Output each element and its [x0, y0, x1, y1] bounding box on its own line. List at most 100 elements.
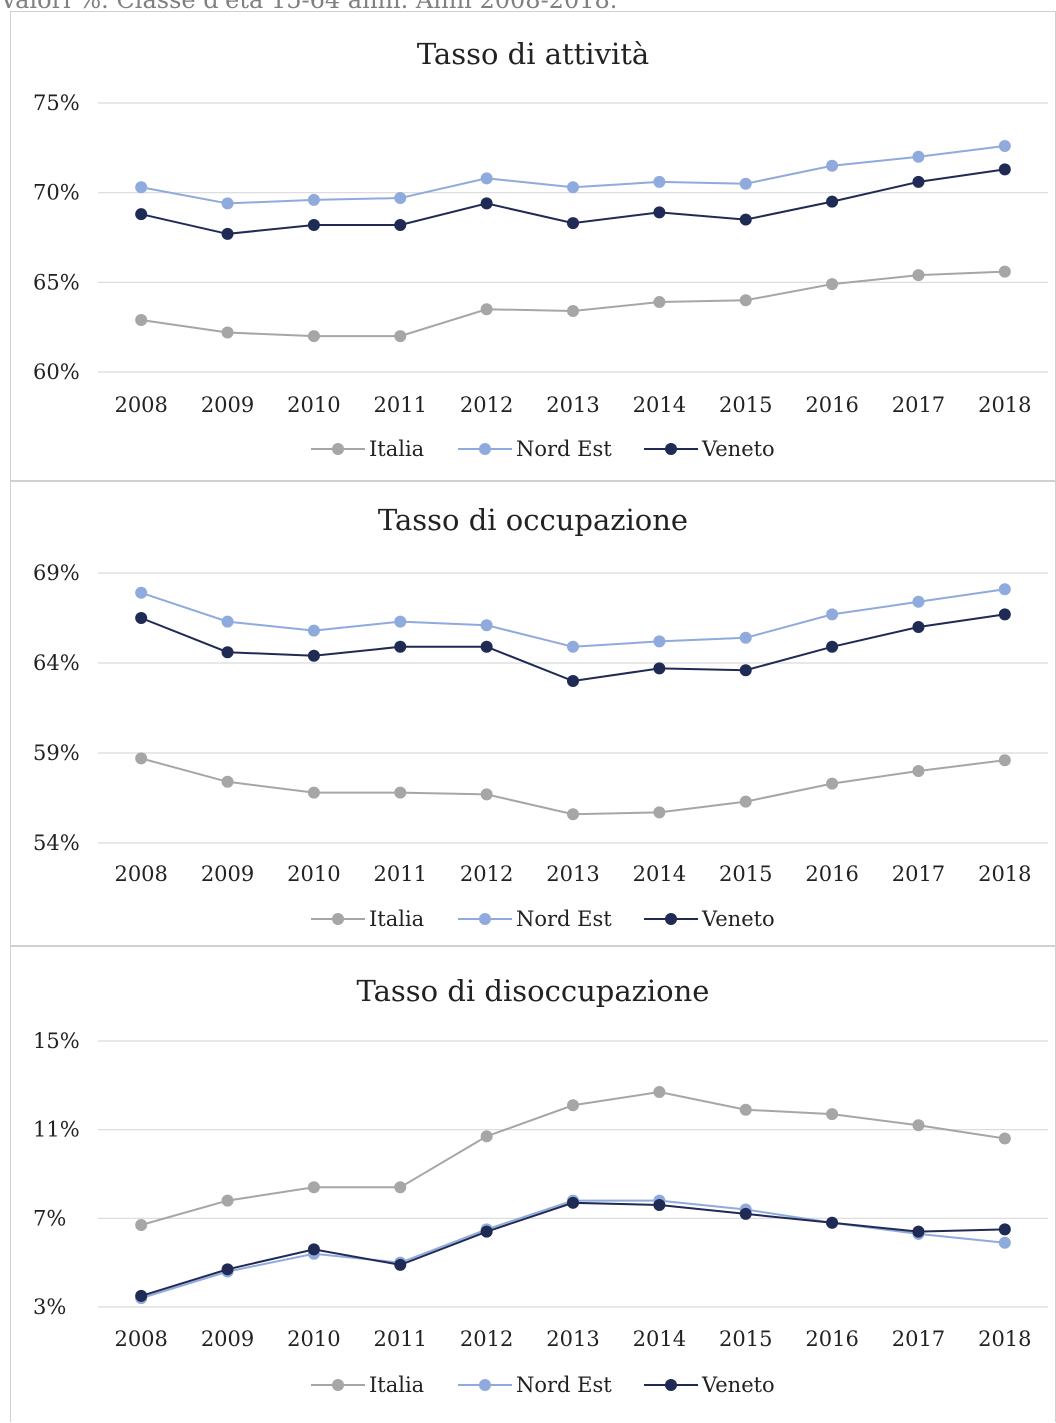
data-point-veneto: [739, 664, 752, 677]
chart-title: Tasso di occupazione: [378, 503, 688, 537]
data-point-veneto: [135, 208, 148, 221]
data-point-italia: [653, 296, 666, 309]
data-point-veneto: [739, 1207, 752, 1220]
y-tick-label: 69%: [33, 561, 80, 585]
chart-disoccupazione: Tasso di disoccupazione 3% 7% 11% 15% 2008 200…: [33, 974, 1048, 1397]
data-point-nord-est: [480, 172, 493, 185]
x-tick-label: 2011: [374, 862, 427, 886]
data-point-nord-est: [567, 181, 579, 194]
data-point-veneto: [912, 1225, 925, 1238]
legend-label-nord-est: Nord Est: [516, 437, 612, 461]
data-point-italia: [221, 775, 234, 788]
legend-marker: [665, 913, 677, 925]
legend-label-nord-est: Nord Est: [516, 1373, 612, 1397]
data-point-nord-est: [912, 595, 925, 608]
legend-marker: [479, 1379, 491, 1391]
data-point-italia: [394, 786, 407, 799]
data-point-veneto: [567, 217, 579, 230]
data-point-veneto: [653, 662, 666, 675]
data-point-nord-est: [912, 150, 925, 163]
y-tick-label: 60%: [33, 360, 80, 384]
data-point-nord-est: [739, 631, 752, 644]
chart-title: Tasso di disoccupazione: [357, 974, 710, 1008]
y-tick-label: 59%: [33, 741, 80, 765]
data-point-nord-est: [221, 615, 234, 628]
data-point-veneto: [307, 649, 320, 662]
data-point-nord-est: [998, 1236, 1011, 1249]
chart-occupazione: Tasso di occupazione 54% 59% 64% 69% 2008 2009…: [33, 503, 1048, 931]
x-tick-label: 2014: [633, 393, 686, 417]
data-point-nord-est: [826, 608, 839, 621]
y-tick-label: 15%: [33, 1029, 80, 1053]
data-point-italia: [221, 326, 234, 339]
x-tick-label: 2017: [892, 393, 945, 417]
x-tick-label: 2012: [460, 1327, 513, 1351]
data-point-italia: [480, 1130, 493, 1143]
x-tick-label: 2011: [374, 393, 427, 417]
data-point-italia: [135, 313, 148, 326]
x-tick-label: 2018: [978, 393, 1031, 417]
data-point-veneto: [998, 608, 1011, 621]
data-point-italia: [653, 806, 666, 819]
legend-label-veneto: Veneto: [701, 907, 775, 931]
series-line-nord-est: [140, 1199, 1005, 1300]
data-point-italia: [653, 1085, 666, 1098]
series-line-nord-est: [140, 588, 1005, 648]
data-point-veneto: [394, 1258, 407, 1271]
data-point-nord-est: [394, 192, 407, 205]
data-point-veneto: [394, 218, 407, 231]
data-point-veneto: [567, 675, 579, 687]
data-point-italia: [307, 1181, 320, 1194]
data-point-veneto: [394, 640, 407, 653]
x-tick-label: 2014: [633, 862, 686, 886]
data-point-italia: [307, 330, 320, 343]
x-tick-label: 2010: [287, 862, 340, 886]
x-tick-label: 2009: [201, 1327, 254, 1351]
data-point-italia: [912, 1119, 925, 1132]
data-point-nord-est: [307, 624, 320, 637]
y-tick-label: 64%: [33, 651, 80, 675]
data-point-nord-est: [998, 140, 1011, 153]
x-tick-label: 2010: [287, 393, 340, 417]
data-point-italia: [912, 765, 925, 777]
data-point-nord-est: [221, 197, 234, 210]
y-tick-label: 54%: [33, 831, 80, 855]
x-tick-label: 2016: [805, 393, 858, 417]
data-point-italia: [998, 754, 1011, 767]
chart-title: Tasso di attività: [417, 37, 649, 71]
data-point-italia: [480, 303, 493, 316]
data-point-veneto: [480, 1225, 493, 1238]
data-point-nord-est: [567, 640, 579, 653]
chart-panel-attivita: Tasso di attività 60% 65% 70% 75% 2008 2009 201…: [10, 11, 1056, 481]
chart-panel-occupazione: Tasso di occupazione 54% 59% 64% 69% 2008 2009…: [10, 481, 1056, 946]
data-point-nord-est: [826, 159, 839, 172]
data-point-italia: [135, 752, 148, 765]
data-point-italia: [998, 265, 1011, 278]
data-point-veneto: [826, 195, 839, 208]
data-point-nord-est: [480, 619, 493, 632]
x-tick-label: 2009: [201, 862, 254, 886]
data-point-veneto: [653, 1199, 666, 1212]
x-tick-label: 2011: [374, 1327, 427, 1351]
data-point-veneto: [912, 621, 925, 633]
legend-label-italia: Italia: [369, 1373, 424, 1397]
data-point-nord-est: [739, 177, 752, 190]
x-tick-label: 2008: [114, 862, 167, 886]
data-point-italia: [307, 786, 320, 799]
legend-marker: [479, 443, 491, 455]
legend-label-veneto: Veneto: [701, 1373, 775, 1397]
x-tick-label: 2013: [546, 862, 599, 886]
data-point-veneto: [307, 218, 320, 231]
data-point-nord-est: [135, 586, 148, 599]
series-line-nord-est: [140, 145, 1005, 205]
series-line-veneto: [140, 1201, 1005, 1297]
data-point-italia: [998, 1132, 1011, 1145]
chart-attivita: Tasso di attività 60% 65% 70% 75% 2008 2009 201…: [33, 37, 1048, 461]
x-tick-label: 2015: [719, 1327, 772, 1351]
data-point-italia: [394, 1181, 407, 1194]
x-tick-label: 2016: [805, 862, 858, 886]
legend-label-italia: Italia: [369, 907, 424, 931]
x-tick-label: 2018: [978, 1327, 1031, 1351]
data-point-italia: [221, 1194, 234, 1207]
data-point-italia: [826, 278, 839, 291]
